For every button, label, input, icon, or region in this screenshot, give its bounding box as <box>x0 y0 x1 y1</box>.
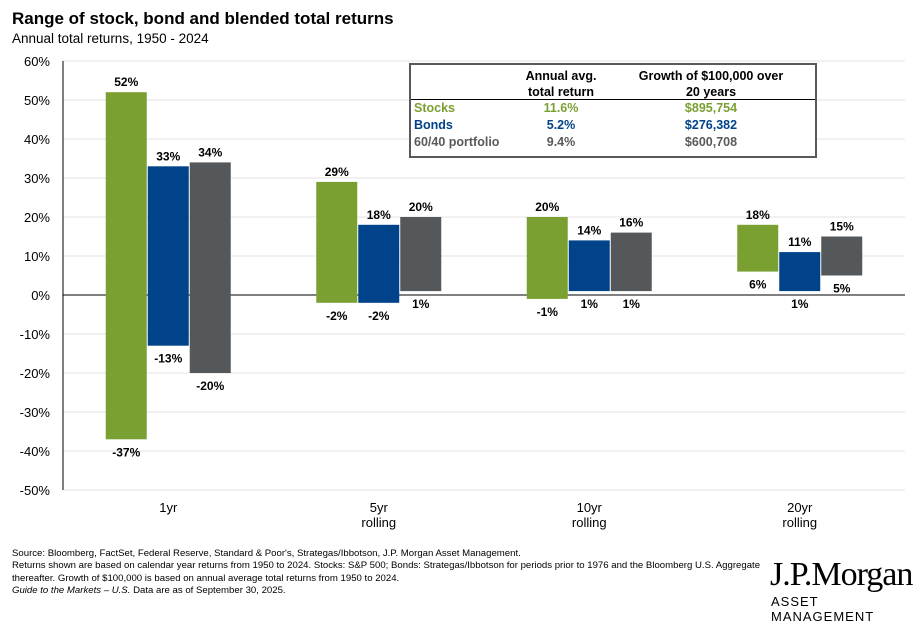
max-label: 29% <box>325 165 349 179</box>
min-label: -20% <box>196 379 224 393</box>
bar-stocks <box>737 224 779 272</box>
max-label: 11% <box>788 235 812 249</box>
row-avg: 9.4% <box>546 135 576 149</box>
y-tick-label: -10% <box>20 327 51 342</box>
jpmorgan-logo: J.P.Morgan <box>770 556 913 593</box>
footnotes: Source: Bloomberg, FactSet, Federal Rese… <box>12 548 772 597</box>
x-tick-label: rolling <box>782 515 817 530</box>
max-label: 20% <box>535 200 559 214</box>
y-tick-label: 0% <box>31 288 50 303</box>
table-divider <box>411 99 815 100</box>
bar-60-40-portfolio <box>610 232 652 292</box>
table-row: 60/40 portfolio 9.4% $600,708 <box>411 134 815 151</box>
footnote-date: Guide to the Markets – U.S. Data are as … <box>12 585 772 597</box>
header-line: Annual avg. <box>525 69 597 83</box>
header-growth: Growth of $100,000 over 20 years <box>616 68 806 100</box>
max-label: 14% <box>577 223 601 237</box>
row-avg: 5.2% <box>546 118 576 132</box>
y-tick-label: 30% <box>24 171 50 186</box>
x-tick-label: 20yr <box>787 500 813 515</box>
min-label: 1% <box>791 297 809 311</box>
min-label: -13% <box>154 352 182 366</box>
max-label: 33% <box>156 149 180 163</box>
bar-60-40-portfolio <box>821 236 863 276</box>
min-label: 1% <box>412 297 430 311</box>
max-label: 18% <box>746 208 770 222</box>
row-growth: $600,708 <box>684 135 738 149</box>
chart-title: Range of stock, bond and blended total r… <box>12 9 394 28</box>
x-tick-label: 5yr <box>370 500 389 515</box>
max-label: 34% <box>198 145 222 159</box>
date-note: Data are as of September 30, 2025. <box>133 584 286 596</box>
bar-60-40-portfolio <box>189 162 231 373</box>
y-tick-label: 50% <box>24 93 50 108</box>
header-line: Growth of $100,000 over <box>638 69 784 83</box>
header-annual-avg: Annual avg. total return <box>501 68 621 100</box>
max-label: 15% <box>830 220 854 234</box>
footnote-method: Returns shown are based on calendar year… <box>12 560 761 584</box>
y-tick-label: 20% <box>24 210 50 225</box>
y-tick-label: -20% <box>20 366 51 381</box>
bar-60-40-portfolio <box>400 217 442 292</box>
x-tick-label: rolling <box>361 515 396 530</box>
bar-bonds <box>358 224 400 303</box>
bar-bonds <box>568 240 610 292</box>
y-tick-label: -40% <box>20 444 51 459</box>
min-label: -2% <box>326 309 348 323</box>
max-label: 16% <box>619 216 643 230</box>
y-tick-label: -50% <box>20 483 51 498</box>
range-bar-chart: 60% 50% 40% 30% 20% 10% 0% -10% -20% -30% -40% -50%… <box>20 54 905 530</box>
y-tick-label: 40% <box>24 132 50 147</box>
min-label: 1% <box>623 297 641 311</box>
min-label: -37% <box>112 445 140 459</box>
row-growth: $276,382 <box>684 118 738 132</box>
row-growth: $895,754 <box>684 101 738 115</box>
bar-bonds <box>147 166 189 346</box>
x-tick-label: 10yr <box>577 500 603 515</box>
y-tick-label: 10% <box>24 249 50 264</box>
max-label: 52% <box>114 75 138 89</box>
min-label: -2% <box>368 309 390 323</box>
row-label: 60/40 portfolio <box>414 135 500 149</box>
min-label: 5% <box>833 282 851 296</box>
summary-table: Annual avg. total return Growth of $100,… <box>409 63 817 158</box>
row-label: Bonds <box>414 118 453 132</box>
min-label: 6% <box>749 278 767 292</box>
bar-stocks <box>526 217 568 299</box>
max-label: 18% <box>367 208 391 222</box>
max-label: 20% <box>409 200 433 214</box>
y-tick-label: 60% <box>24 54 50 69</box>
chart-subtitle: Annual total returns, 1950 - 2024 <box>12 31 209 46</box>
bar-stocks <box>316 181 358 303</box>
bar-stocks <box>105 92 147 440</box>
min-label: -1% <box>537 305 559 319</box>
header-line: 20 years <box>685 85 737 99</box>
bar-bonds <box>779 252 821 292</box>
row-label: Stocks <box>414 101 455 115</box>
table-row: Stocks 11.6% $895,754 <box>411 100 815 117</box>
guide-title: Guide to the Markets – U.S. <box>12 584 131 596</box>
x-tick-label: 1yr <box>159 500 178 515</box>
table-row: Bonds 5.2% $276,382 <box>411 117 815 134</box>
header-line: total return <box>528 85 594 99</box>
y-tick-label: -30% <box>20 405 51 420</box>
row-avg: 11.6% <box>543 101 579 115</box>
min-label: 1% <box>581 297 599 311</box>
footnote-source: Source: Bloomberg, FactSet, Federal Rese… <box>12 548 521 559</box>
x-tick-label: rolling <box>572 515 607 530</box>
